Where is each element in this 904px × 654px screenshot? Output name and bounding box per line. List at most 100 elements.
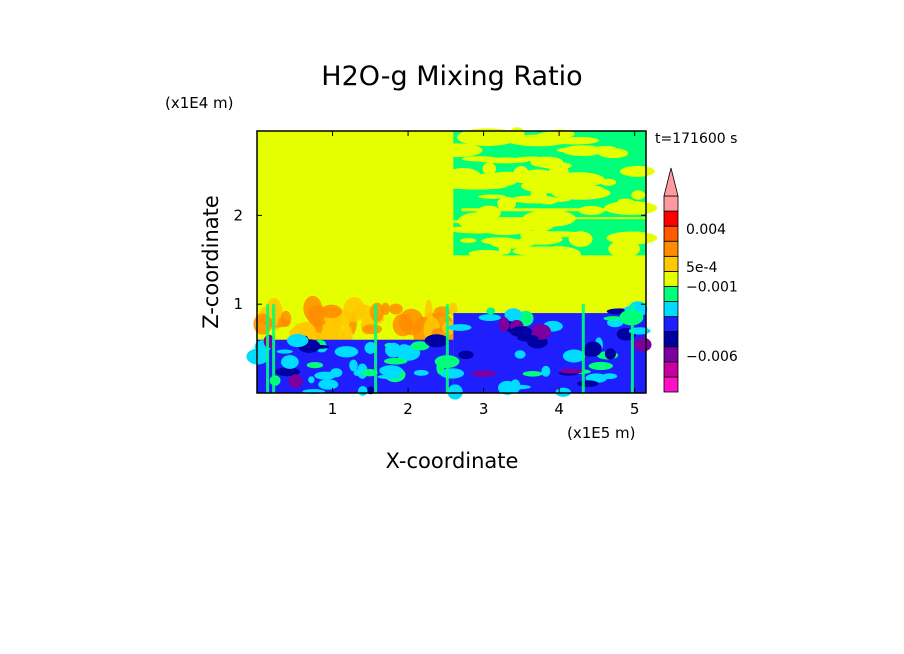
colorbar-label: 0.004: [686, 222, 726, 238]
colorbar-extend-arrow: [663, 167, 679, 197]
field-patch: [276, 349, 293, 354]
heatmap-field: [246, 127, 658, 400]
field-patch: [486, 307, 496, 315]
field-patch: [478, 314, 501, 321]
field-patch: [274, 367, 301, 377]
field-patch: [477, 194, 507, 199]
field-patch: [509, 326, 533, 338]
field-streak: [461, 217, 646, 220]
field-patch: [598, 148, 629, 159]
field-patch: [448, 302, 458, 316]
field-patch: [309, 344, 330, 349]
field-patch: [603, 316, 623, 321]
field-patch: [541, 162, 572, 170]
field-patch: [349, 359, 358, 372]
field-plume: [266, 304, 270, 393]
colorbar-swatch: [663, 195, 679, 212]
field-patch: [541, 365, 551, 377]
colorbar-label: −0.001: [686, 279, 738, 295]
colorbar-swatch: [663, 346, 679, 363]
field-patch: [562, 349, 586, 363]
colorbar-swatch: [663, 331, 679, 348]
field-patch: [631, 190, 646, 200]
time-label: t=171600 s: [655, 131, 737, 147]
colorbar-swatch: [663, 286, 679, 302]
field-patch: [490, 239, 534, 249]
field-patch: [504, 308, 523, 322]
field-patch: [535, 246, 581, 262]
field-patch: [308, 376, 315, 384]
field-patch: [303, 295, 323, 322]
y-axis-label: Z-coordinate: [199, 195, 223, 329]
field-patch: [385, 342, 402, 358]
field-patch: [361, 369, 378, 377]
field-plume: [445, 304, 449, 393]
field-patch: [582, 185, 607, 199]
field-patch: [633, 337, 652, 352]
colorbar-swatch: [663, 210, 679, 227]
x-tick-label: 4: [554, 400, 564, 418]
field-patch: [306, 361, 324, 369]
field-patch: [353, 369, 361, 376]
field-patch: [457, 212, 501, 230]
field-patch: [364, 342, 377, 354]
plot-frame: [256, 130, 647, 394]
field-patch: [556, 146, 604, 154]
field-patch: [398, 308, 424, 336]
colorbar-swatch: [663, 316, 679, 333]
colorbar-swatch: [663, 361, 679, 378]
field-patch: [379, 365, 403, 377]
field-patch: [482, 162, 497, 176]
colorbar-label: −0.006: [686, 349, 738, 365]
field-patch: [334, 346, 359, 358]
field-plume: [581, 304, 585, 393]
field-patch: [588, 361, 613, 371]
field-patch: [471, 370, 496, 378]
field-patch: [357, 386, 368, 396]
field-patch: [509, 127, 525, 142]
x-axis: 1 2 3 4 5: [328, 131, 640, 418]
field-patch: [559, 368, 585, 374]
y-scale-label: (x1E4 m): [165, 94, 234, 112]
field-patch: [413, 369, 429, 376]
chart-title: H2O-g Mixing Ratio: [321, 61, 582, 92]
field-patch: [343, 297, 365, 323]
field-patch: [410, 341, 430, 351]
field-patch: [521, 179, 580, 194]
field-patch: [522, 370, 543, 377]
field-patch: [445, 167, 482, 186]
field-patch: [460, 238, 477, 244]
field-patch: [362, 324, 383, 335]
x-tick-label: 2: [403, 400, 413, 418]
field-patch: [447, 384, 463, 400]
field-patch: [619, 165, 655, 177]
field-patch: [584, 341, 602, 357]
x-tick-label: 3: [479, 400, 489, 418]
colorbar-swatch: [663, 301, 679, 318]
field-patch: [377, 374, 402, 380]
field-patch: [286, 334, 309, 348]
colorbar: 0.004 5e-4 −0.001 −0.006: [663, 167, 738, 393]
field-plume: [630, 304, 634, 393]
field-patch: [468, 249, 504, 258]
field-patch: [253, 313, 273, 335]
field-plume: [272, 304, 276, 393]
y-tick-label: 1: [233, 295, 243, 313]
colorbar-swatch: [663, 270, 679, 287]
field-patch: [492, 171, 521, 178]
field-patch: [577, 380, 599, 388]
colorbar-label: 5e-4: [686, 260, 718, 276]
field-patch: [388, 303, 403, 315]
field-patch: [433, 143, 483, 158]
field-patch: [330, 368, 343, 378]
y-tick-label: 2: [233, 206, 243, 224]
x-tick-label: 5: [630, 400, 640, 418]
field-patch: [398, 344, 410, 352]
field-patch: [604, 348, 616, 360]
field-patch: [318, 379, 339, 390]
x-axis-label: X-coordinate: [386, 449, 519, 473]
y-axis: 12: [233, 206, 646, 313]
field-patch: [288, 374, 303, 389]
field-plume: [374, 304, 378, 393]
